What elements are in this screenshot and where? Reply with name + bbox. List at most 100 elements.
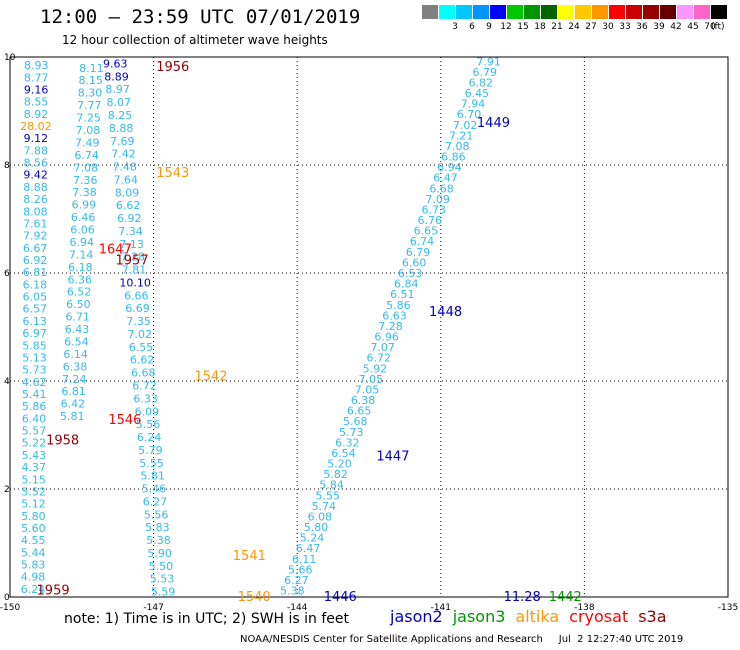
wave-height-value: 4.37 bbox=[22, 461, 47, 474]
wave-height-value: 7.02 bbox=[128, 328, 153, 341]
wave-height-value: 6.60 bbox=[402, 256, 427, 269]
wave-height-value: 6.63 bbox=[382, 309, 407, 322]
wave-height-value: 6.45 bbox=[465, 87, 490, 100]
legend-swatch bbox=[490, 5, 506, 19]
pass-label: 1442 bbox=[549, 590, 582, 605]
wave-height-value: 8.97 bbox=[105, 83, 130, 96]
pass-label: 1542 bbox=[194, 370, 227, 385]
legend-swatch bbox=[677, 5, 693, 19]
pass-label: 1448 bbox=[429, 305, 462, 320]
wave-height-value: 6.81 bbox=[23, 266, 48, 279]
wave-height-value: 8.11 bbox=[79, 62, 104, 75]
wave-height-value: 6.27 bbox=[284, 574, 309, 587]
wave-height-value: 5.84 bbox=[319, 479, 344, 492]
wave-height-value: 6.18 bbox=[68, 261, 93, 274]
wave-height-value: 6.72 bbox=[132, 380, 157, 393]
satellite-label: altika bbox=[515, 607, 560, 626]
x-tick-label: -150 bbox=[0, 603, 20, 613]
wave-height-value: 6.62 bbox=[130, 354, 155, 367]
wave-height-value: 7.94 bbox=[461, 98, 486, 111]
wave-height-value: 9.63 bbox=[103, 57, 128, 70]
x-tick-label: -147 bbox=[143, 603, 163, 613]
wave-height-value: 5.56 bbox=[136, 418, 161, 431]
plot-frame bbox=[9, 56, 729, 598]
wave-height-value: 6.54 bbox=[331, 447, 356, 460]
y-tick-label: 2 bbox=[4, 485, 10, 495]
wave-height-value: 5.46 bbox=[142, 483, 167, 496]
wave-height-value: 6.94 bbox=[70, 236, 95, 249]
wave-height-value: 7.05 bbox=[355, 383, 380, 396]
wave-height-value: 5.50 bbox=[149, 560, 174, 573]
wave-height-value: 6.79 bbox=[472, 66, 497, 79]
wave-height-value: 5.38 bbox=[146, 534, 171, 547]
wave-height-value: 5.83 bbox=[145, 521, 170, 534]
chart-subtitle: 12 hour collection of altimeter wave hei… bbox=[62, 33, 328, 47]
legend-swatch bbox=[609, 5, 625, 19]
wave-height-value: 6.47 bbox=[433, 172, 458, 185]
wave-height-value: 6.74 bbox=[74, 149, 99, 162]
wave-height-value: 8.56 bbox=[23, 157, 48, 170]
wave-height-value: 5.86 bbox=[386, 299, 411, 312]
satellite-label: cryosat bbox=[569, 607, 629, 626]
pass-label: 1541 bbox=[233, 549, 266, 564]
wave-height-value: 6.69 bbox=[125, 302, 150, 315]
wave-height-value: 7.28 bbox=[378, 320, 403, 333]
wave-height-value: 9.16 bbox=[24, 83, 49, 96]
wave-height-value: 6.70 bbox=[457, 108, 482, 121]
wave-height-value: 5.60 bbox=[21, 522, 46, 535]
wave-height-value: 6.38 bbox=[351, 394, 376, 407]
wave-height-value: 8.88 bbox=[109, 122, 134, 135]
wave-height-value: 7.25 bbox=[76, 112, 101, 125]
wave-height-value: 6.36 bbox=[67, 273, 92, 286]
wave-height-value: 6.55 bbox=[129, 341, 154, 354]
wave-height-value: 7.92 bbox=[23, 230, 48, 243]
y-tick-label: 4 bbox=[4, 377, 10, 387]
wave-height-value: 7.09 bbox=[425, 193, 450, 206]
wave-height-value: 7.14 bbox=[69, 248, 94, 261]
pass-label: 1957 bbox=[116, 254, 149, 269]
legend-swatch bbox=[422, 5, 438, 19]
wave-height-value: 6.54 bbox=[64, 335, 89, 348]
wave-height-value: 6.72 bbox=[367, 352, 392, 365]
wave-height-value: 6.67 bbox=[23, 242, 48, 255]
footer-note: note: 1) Time is in UTC; 2) SWH is in fe… bbox=[64, 611, 350, 627]
legend-label: 70 bbox=[704, 22, 716, 32]
legend-label: 15 bbox=[517, 22, 529, 32]
pass-label: 11.28 bbox=[504, 590, 541, 605]
legend-swatch bbox=[592, 5, 608, 19]
wave-height-value: 5.12 bbox=[21, 498, 46, 511]
wave-height-value: 6.68 bbox=[131, 367, 156, 380]
wave-height-value: 8.30 bbox=[78, 87, 103, 100]
legend-swatch bbox=[473, 5, 489, 19]
legend-label: 12 bbox=[500, 22, 512, 32]
wave-height-value: 6.57 bbox=[23, 303, 48, 316]
wave-height-value: 4.98 bbox=[21, 571, 46, 584]
wave-height-value: 7.21 bbox=[449, 129, 474, 142]
wave-height-value: 28.02 bbox=[20, 120, 52, 133]
wave-height-value: 6.38 bbox=[63, 360, 88, 373]
wave-height-value: 7.07 bbox=[370, 341, 395, 354]
wave-height-value: 5.79 bbox=[138, 444, 163, 457]
legend-label: 33 bbox=[619, 22, 631, 32]
wave-height-value: 5.15 bbox=[21, 473, 46, 486]
legend-label: 9 bbox=[486, 22, 492, 32]
wave-height-value: 6.32 bbox=[335, 436, 360, 449]
pass-label: 1540 bbox=[238, 590, 271, 605]
wave-height-value: 7.02 bbox=[453, 119, 478, 132]
wave-height-value: 7.49 bbox=[75, 136, 100, 149]
wave-height-value: 7.61 bbox=[23, 217, 48, 230]
wave-height-value: 6.46 bbox=[71, 211, 96, 224]
legend-label: 18 bbox=[534, 22, 546, 32]
wave-height-value: 6.40 bbox=[22, 412, 47, 425]
legend-swatch bbox=[524, 5, 540, 19]
wave-height-value: 6.94 bbox=[437, 161, 462, 174]
wave-height-value: 6.96 bbox=[374, 331, 399, 344]
wave-height-value: 6.92 bbox=[117, 212, 142, 225]
legend-swatch bbox=[643, 5, 659, 19]
wave-height-value: 6.11 bbox=[292, 553, 317, 566]
wave-height-value: 8.26 bbox=[23, 193, 48, 206]
wave-height-value: 5.90 bbox=[147, 547, 172, 560]
pass-label: 1543 bbox=[156, 166, 189, 181]
wave-height-value: 6.08 bbox=[308, 510, 333, 523]
